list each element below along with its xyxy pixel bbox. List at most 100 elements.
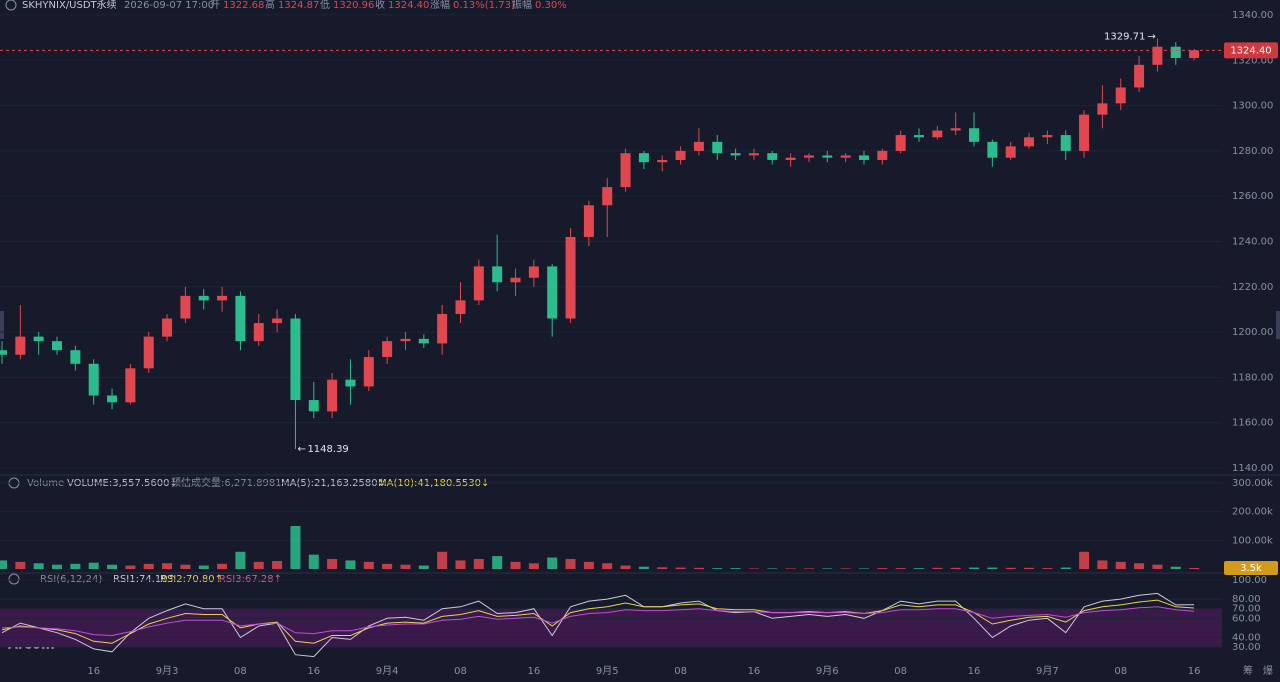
tool-button[interactable]: 爆	[1263, 665, 1273, 677]
arrow: ←	[297, 444, 305, 455]
volume-bar	[675, 567, 686, 569]
candle-body	[895, 135, 906, 151]
candle-body	[382, 341, 393, 358]
volume-bar	[987, 567, 998, 569]
x-tick-label: 16	[527, 666, 540, 677]
volume-tag	[1224, 560, 1278, 575]
volume-bar	[400, 564, 411, 569]
volume-bar	[52, 564, 63, 569]
volume-bar	[528, 563, 539, 569]
volume-bar	[785, 568, 796, 569]
candle-body	[0, 350, 7, 355]
volume-bar	[235, 551, 246, 569]
volume-bar	[1079, 551, 1090, 569]
candle-body	[88, 363, 99, 396]
candle-body	[455, 300, 466, 314]
y-tick-label: 200.00k	[1232, 507, 1273, 518]
volume-bar	[162, 563, 173, 569]
label: 涨幅	[430, 0, 450, 11]
volume-bar	[88, 562, 99, 569]
x-tick-label: 16	[307, 666, 320, 677]
label: 振幅	[512, 0, 532, 11]
candle-body	[52, 341, 63, 351]
side-tab[interactable]	[0, 311, 4, 339]
y-tick-label: 40.00	[1232, 632, 1261, 643]
x-tick-label: 16	[748, 666, 761, 677]
y-tick-label: 1180.00	[1232, 372, 1273, 383]
volume-bar	[1097, 560, 1108, 569]
volume-bar	[0, 560, 7, 569]
candle-body	[1005, 146, 1016, 158]
volume-bar	[180, 564, 191, 569]
volume-bar	[143, 563, 154, 569]
y-tick-label: 300.00k	[1232, 478, 1273, 489]
candle-body	[1042, 135, 1053, 138]
volume-bar	[327, 558, 338, 569]
value: 0.30%	[535, 0, 567, 11]
candle-body	[1134, 64, 1145, 88]
x-tick-label: 08	[234, 666, 247, 677]
candle-body	[620, 153, 631, 188]
candle-body	[803, 155, 814, 158]
volume-tag-label: 3.5k	[1240, 563, 1262, 574]
y-tick-label: 1160.00	[1232, 418, 1273, 429]
candle-body	[547, 266, 558, 319]
side-tab[interactable]	[1276, 311, 1280, 339]
volume-bar	[877, 568, 888, 569]
volume-bar	[620, 565, 631, 569]
candle-body	[253, 323, 264, 342]
candle-body	[473, 266, 484, 301]
y-tick-label: 30.00	[1232, 642, 1261, 653]
candle-body	[15, 336, 26, 355]
tool-button[interactable]: 筹	[1243, 664, 1253, 677]
collapse-icon[interactable]	[8, 573, 20, 585]
candle-body	[693, 141, 704, 151]
candle-body	[767, 153, 778, 160]
volume-bar	[492, 556, 503, 569]
volume-bar	[290, 526, 301, 569]
volume-bar	[914, 568, 924, 569]
time: 2026-09-07 17:00	[124, 0, 214, 11]
price-tag	[1224, 42, 1278, 59]
volume-bar	[693, 567, 704, 569]
volume-bar	[712, 568, 723, 569]
volume-bar	[602, 563, 613, 569]
volume-bar	[1115, 561, 1126, 569]
price-tag-label: 1324.40	[1230, 45, 1271, 56]
candle-body	[107, 395, 118, 403]
candle-body	[1115, 87, 1126, 104]
value: 0.13%(1.73)	[453, 0, 515, 11]
x-tick-label: 08	[894, 666, 907, 677]
candle-body	[1189, 50, 1200, 59]
candle-body	[914, 135, 924, 138]
x-tick-label: 9月4	[376, 665, 399, 677]
volume-bar	[1005, 567, 1016, 569]
volume-bar	[455, 560, 466, 569]
rsi-line	[1, 592, 1195, 658]
rsi-line	[1, 599, 1195, 644]
volume-bar	[822, 568, 833, 569]
candle-body	[235, 295, 246, 342]
volume-bar	[345, 560, 356, 569]
candle-body	[345, 379, 356, 387]
candle-body	[858, 155, 869, 160]
candle-body	[290, 318, 301, 401]
volume-bar	[437, 551, 448, 569]
volume-bar	[840, 568, 851, 569]
y-tick-label: 1140.00	[1232, 463, 1273, 474]
candle-body	[198, 295, 209, 301]
y-tick-label: 1240.00	[1232, 237, 1273, 248]
volume-bar	[1042, 568, 1053, 569]
value: 1324.87	[278, 0, 319, 11]
y-tick-label: 1200.00	[1232, 327, 1273, 338]
volume-bar	[272, 560, 283, 569]
candle-body	[180, 295, 191, 319]
y-tick-label: 1320.00	[1232, 55, 1273, 66]
arrow: →	[1147, 31, 1155, 42]
collapse-icon[interactable]	[5, 0, 17, 11]
candle-body	[125, 368, 136, 403]
candle-body	[528, 266, 539, 278]
candle-body	[565, 236, 576, 319]
candle-body	[70, 350, 81, 364]
